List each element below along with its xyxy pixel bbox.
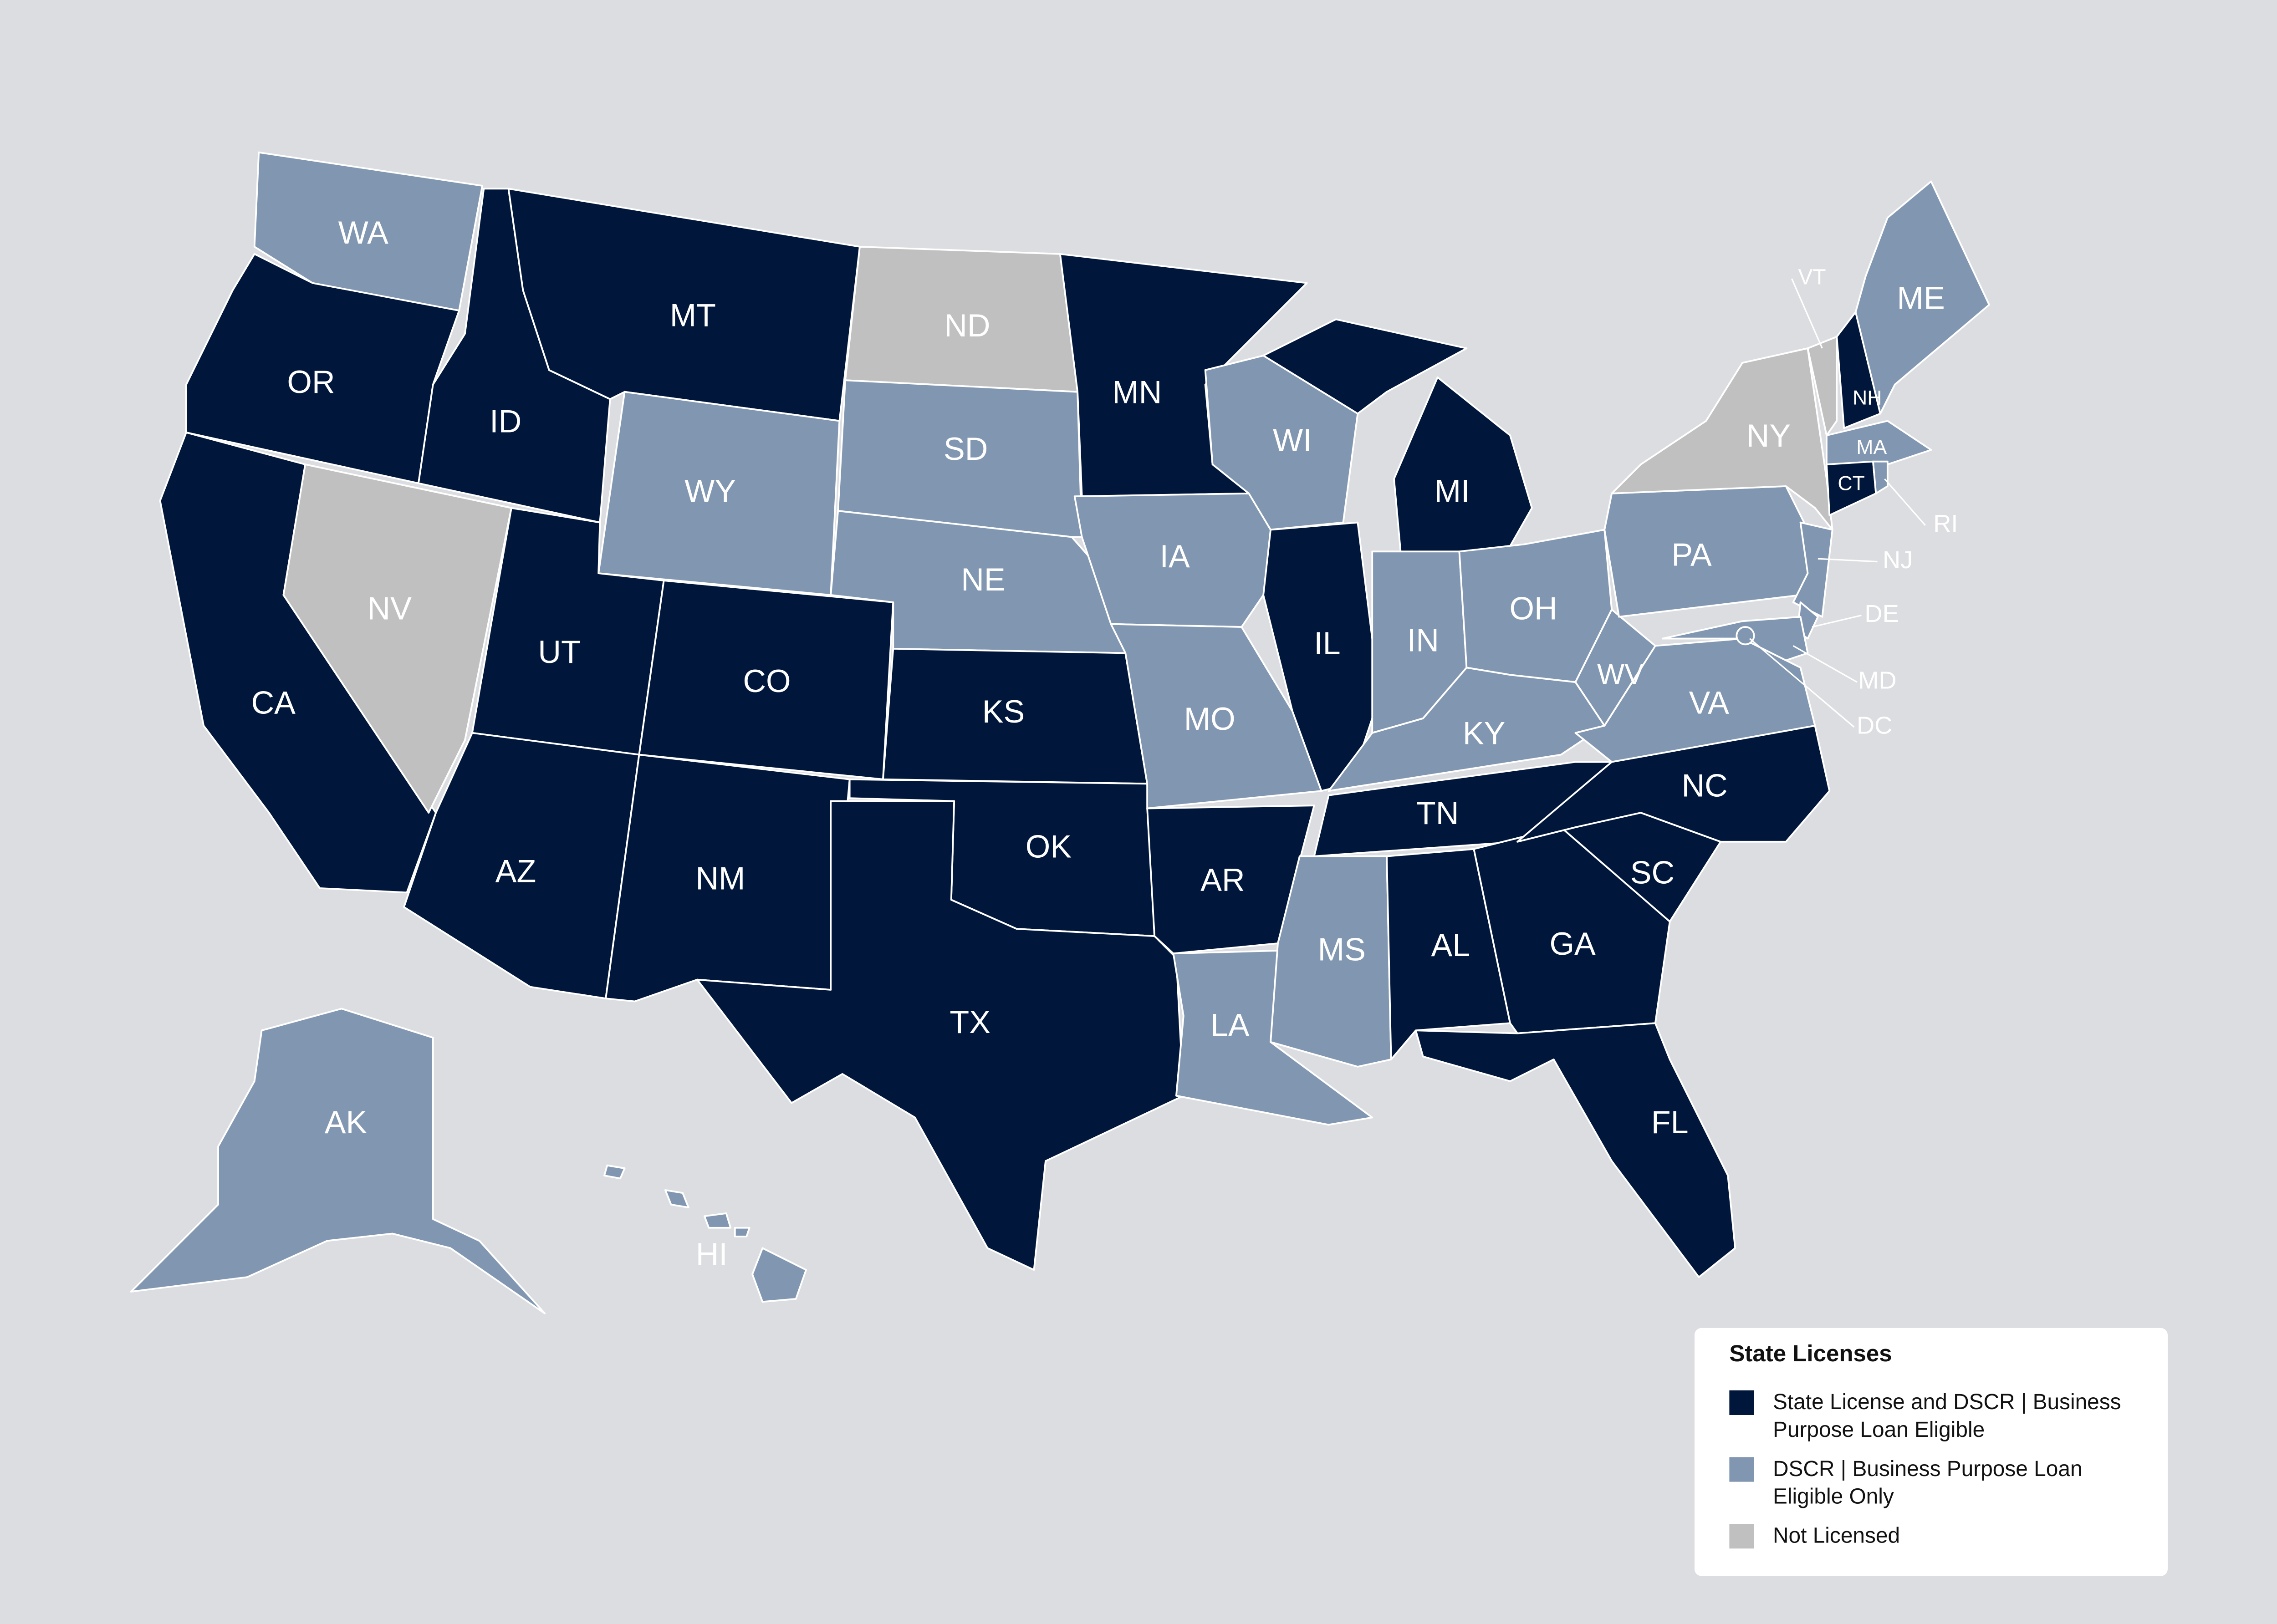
state-label: IA	[1160, 539, 1190, 574]
legend-item: State License and DSCR | Business Purpos…	[1729, 1389, 2133, 1444]
state-label: FL	[1651, 1105, 1689, 1140]
legend-item: Not Licensed	[1729, 1522, 2133, 1550]
state-label: KS	[982, 694, 1025, 729]
state-label: SD	[944, 431, 988, 467]
leader-line	[1884, 478, 1926, 526]
legend: State Licenses State License and DSCR | …	[1694, 1328, 2168, 1576]
state-label: GA	[1549, 926, 1596, 962]
state-label: NY	[1746, 418, 1791, 453]
state-label: MN	[1112, 375, 1162, 410]
state-shape	[1110, 623, 1322, 809]
state-label: KY	[1463, 716, 1506, 751]
state-shape	[1807, 336, 1838, 437]
leader-line	[1749, 638, 1855, 728]
state-label: ME	[1897, 280, 1945, 316]
state-label: SC	[1630, 855, 1675, 891]
state-shape	[1146, 804, 1315, 955]
legend-swatch	[1729, 1524, 1754, 1549]
state-label: IN	[1407, 623, 1439, 658]
state-shape	[1826, 420, 1932, 465]
state-shape	[1574, 608, 1656, 727]
state-label: MD	[1858, 667, 1896, 694]
state-shape	[1854, 180, 1990, 415]
state-label: ND	[944, 308, 990, 343]
state-label: MT	[670, 298, 716, 333]
state-label: DE	[1864, 600, 1899, 627]
state-label: TX	[950, 1004, 990, 1040]
state-label: NE	[961, 562, 1005, 597]
state-label: NC	[1682, 768, 1728, 803]
state-label: LA	[1210, 1007, 1250, 1043]
state-labels: WA OR CA NV ID MT WY UT AZ CO NM ND SD NE KS OK TX MN IA MO…	[251, 215, 1958, 1272]
leader-line	[1791, 278, 1823, 349]
state-label: MI	[1435, 473, 1470, 509]
state-label: NM	[695, 860, 745, 896]
state-shape	[703, 1212, 732, 1229]
state-label: WI	[1273, 423, 1312, 458]
state-label: ID	[490, 403, 521, 439]
state-label: OR	[287, 364, 335, 400]
state-shape	[282, 463, 512, 814]
state-label: DC	[1857, 712, 1892, 739]
state-label: AK	[325, 1105, 368, 1140]
state-label: HI	[696, 1237, 728, 1272]
state-label: AZ	[495, 853, 536, 889]
state-label: CA	[251, 685, 296, 721]
state-label: PA	[1671, 537, 1712, 573]
state-shape	[1603, 485, 1823, 618]
state-label: MO	[1184, 701, 1236, 737]
state-label: WV	[1597, 657, 1644, 690]
state-shape	[603, 1164, 626, 1180]
state-label: MA	[1856, 436, 1887, 458]
state-shape	[1386, 848, 1511, 1060]
leader-line	[1792, 645, 1858, 683]
state-label: RI	[1933, 510, 1958, 537]
state-label: TN	[1416, 795, 1459, 831]
state-label: IL	[1314, 626, 1340, 661]
state-label: CT	[1838, 472, 1864, 494]
legend-title: State Licenses	[1729, 1342, 1892, 1367]
state-shape	[130, 1008, 546, 1314]
legend-label: State License and DSCR | Business Purpos…	[1773, 1390, 2121, 1443]
legend-label: DSCR | Business Purpose Loan Eligible On…	[1773, 1457, 2083, 1510]
legend-label: Not Licensed	[1773, 1524, 1900, 1549]
state-shape	[1414, 1022, 1736, 1278]
state-shape	[734, 1227, 750, 1237]
state-shape	[1262, 318, 1468, 415]
state-label: NH	[1853, 387, 1882, 409]
leader-line	[1812, 615, 1862, 628]
state-shape	[1872, 460, 1889, 494]
state-shape	[696, 800, 1184, 1271]
state-label: AL	[1431, 927, 1470, 963]
state-label: AR	[1200, 862, 1245, 898]
state-shape	[751, 1247, 807, 1303]
legend-item: DSCR | Business Purpose Loan Eligible On…	[1729, 1456, 2133, 1511]
state-label: OH	[1509, 591, 1557, 626]
state-label: WA	[338, 215, 389, 250]
state-shape	[837, 379, 1083, 538]
state-label: NV	[367, 591, 412, 626]
states	[130, 151, 1990, 1314]
state-label: CO	[743, 663, 791, 699]
legend-box: State Licenses State License and DSCR | …	[1694, 1328, 2168, 1576]
state-label: OK	[1026, 829, 1072, 864]
state-label: NJ	[1883, 546, 1913, 574]
leader-line	[1818, 558, 1878, 563]
legend-swatch	[1729, 1390, 1754, 1415]
legend-swatch	[1729, 1457, 1754, 1482]
state-shape	[664, 1189, 689, 1209]
state-label: MS	[1318, 932, 1366, 967]
state-label: VT	[1798, 265, 1826, 290]
state-label: VA	[1689, 685, 1730, 721]
state-label: WY	[684, 473, 736, 509]
state-label: UT	[538, 634, 580, 670]
state-shape	[1736, 626, 1755, 646]
